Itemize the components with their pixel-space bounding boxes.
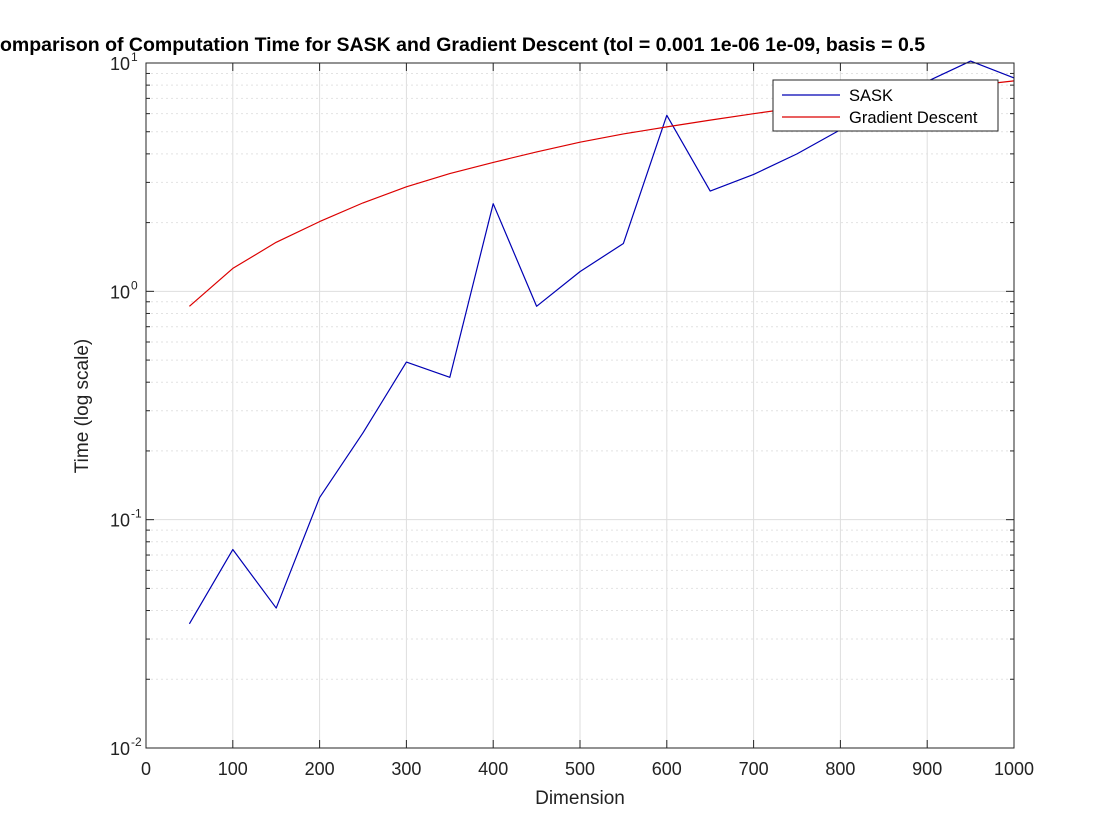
x-tick-label: 500 [565,759,595,779]
y-tick-label: 10 [110,511,130,531]
legend-label-gradient-descent: Gradient Descent [849,109,978,127]
x-axis-label: Dimension [535,788,625,809]
x-tick-label: 900 [912,759,942,779]
y-tick-label-exponent: 0 [131,278,138,292]
x-tick-label: 400 [478,759,508,779]
x-tick-label: 700 [739,759,769,779]
legend-box [772,79,999,132]
x-tick-label: 600 [652,759,682,779]
y-axis-label: Time (log scale) [72,339,93,473]
x-tick-label: 0 [141,759,151,779]
x-tick-label: 100 [218,759,248,779]
y-tick-label-exponent: -1 [131,507,142,521]
y-tick-label: 10 [110,54,130,74]
legend: SASK Gradient Descent [772,79,999,132]
x-tick-label: 1000 [994,759,1034,779]
tick-layer [145,62,1015,749]
x-tick-label: 300 [391,759,421,779]
legend-label-sask: SASK [849,87,893,105]
x-tick-label: 200 [305,759,335,779]
y-tick-label: 10 [110,282,130,302]
x-tick-labels: 0 100 200 300 400 500 600 700 800 900 1000 [141,759,1034,779]
x-tick-label: 800 [825,759,855,779]
y-tick-label: 10 [110,739,130,759]
y-tick-label-exponent: -2 [131,735,142,749]
y-tick-label-exponent: 1 [131,50,138,64]
chart-title: omparison of Computation Time for SASK a… [0,34,925,56]
grid-layer [146,63,1014,748]
